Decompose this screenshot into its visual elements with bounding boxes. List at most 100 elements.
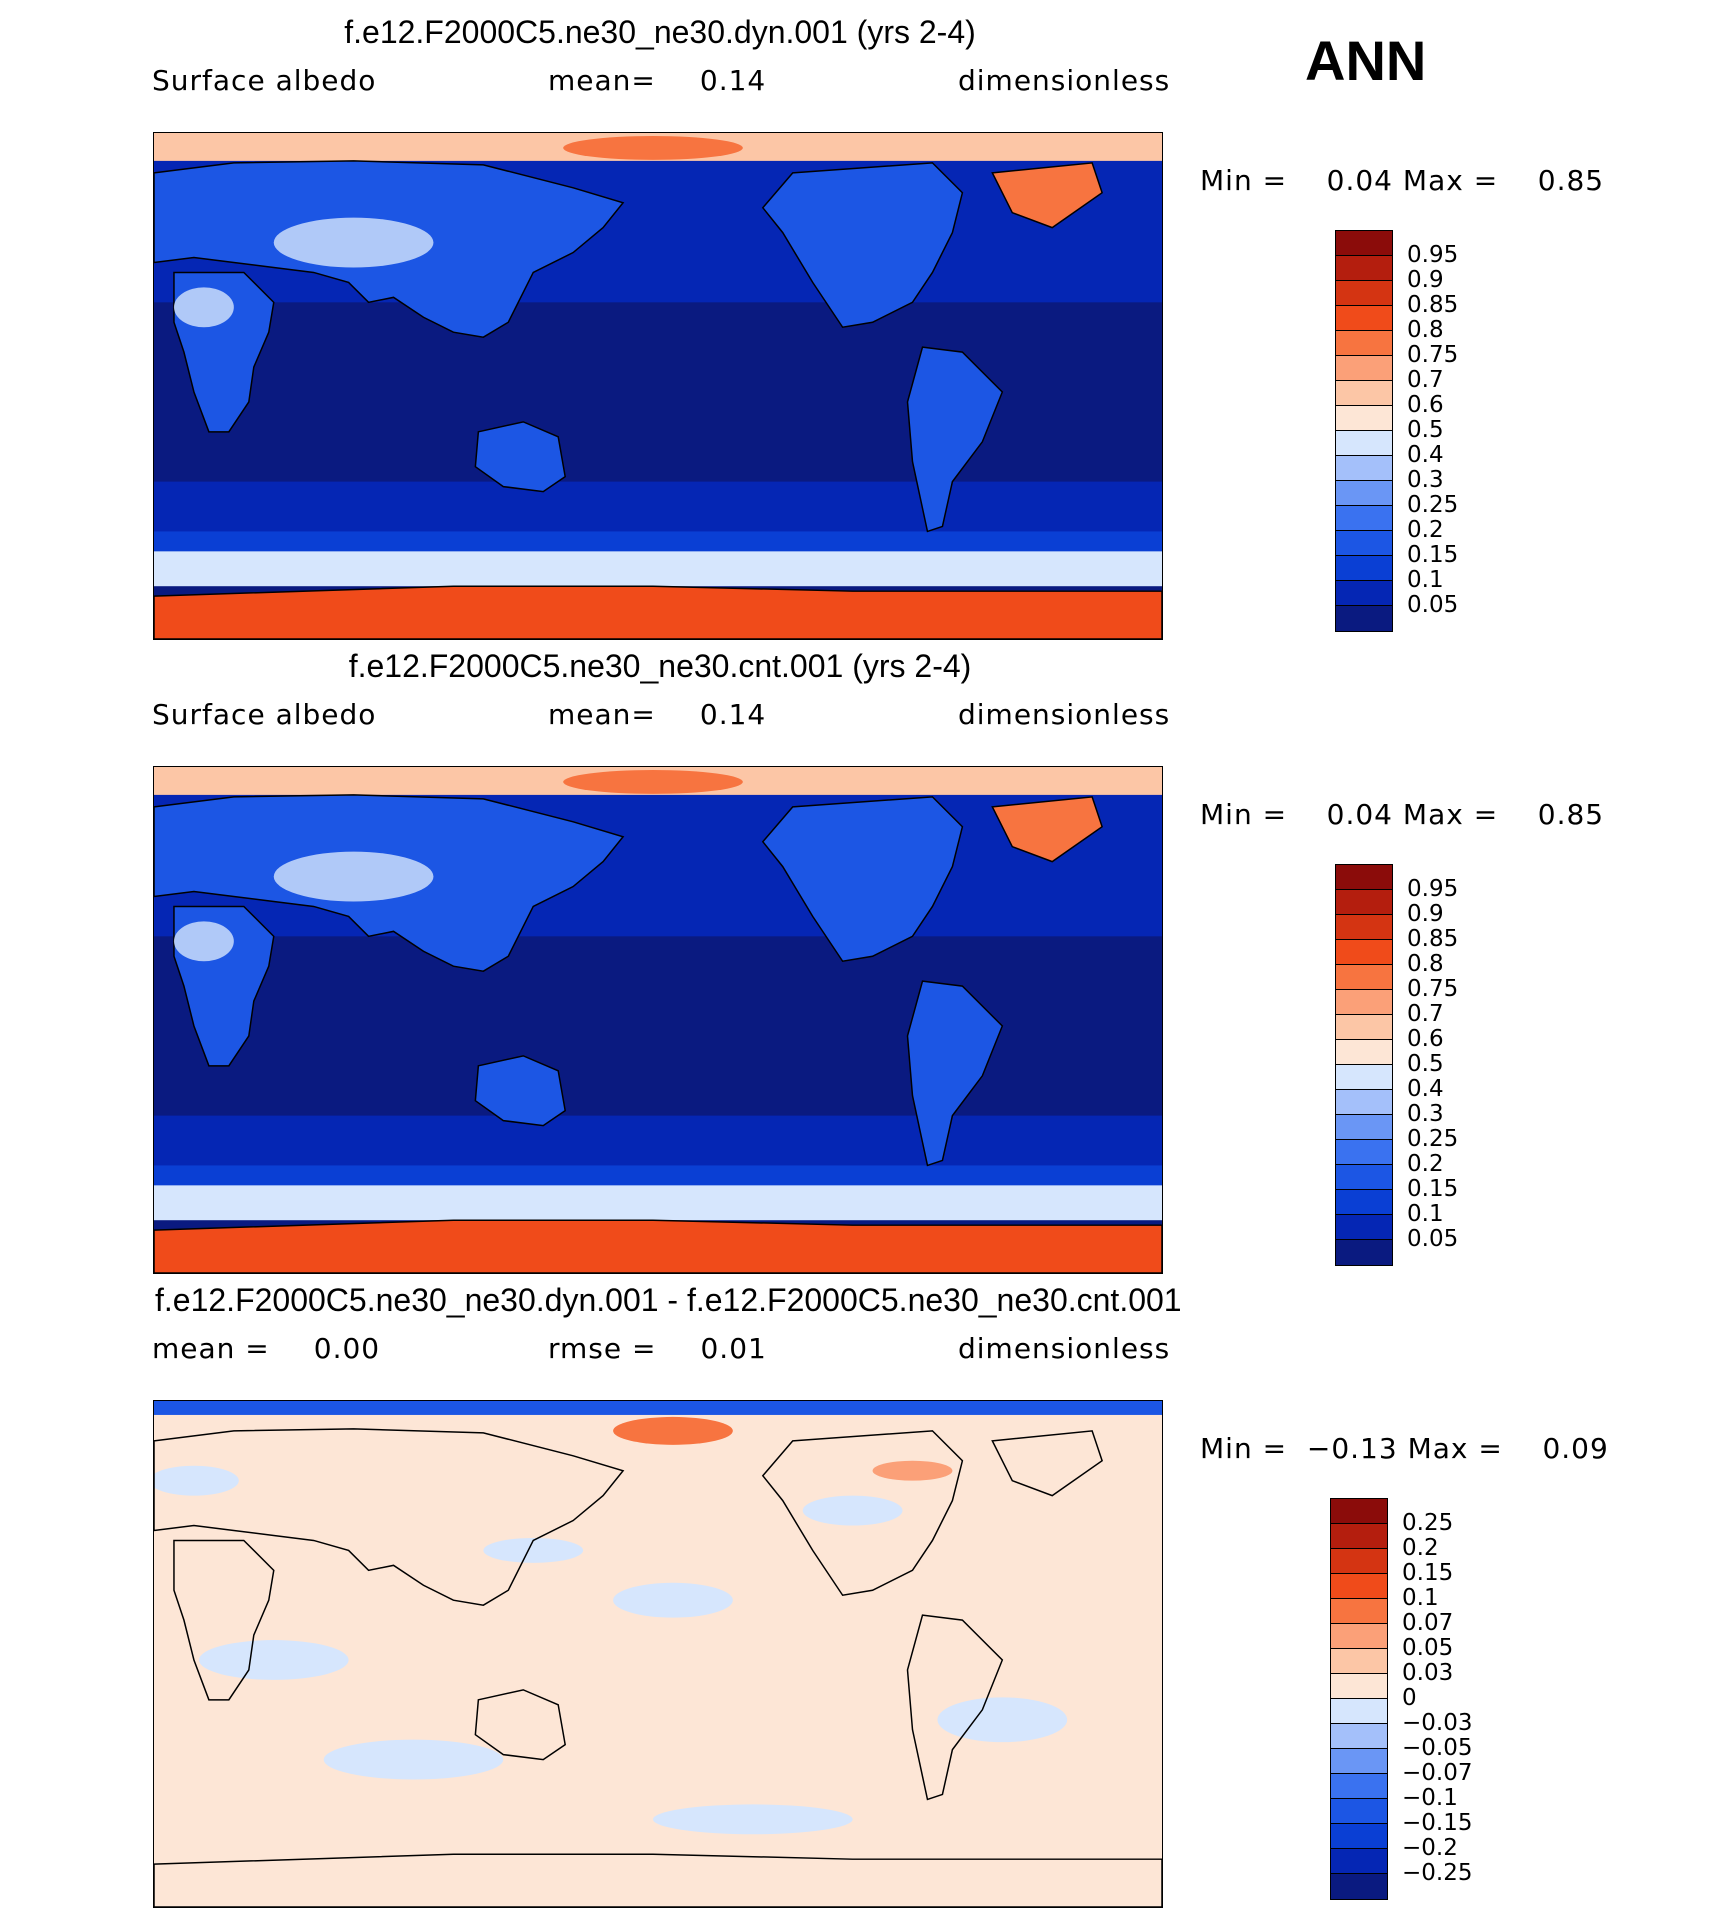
colorbar-tick-label: 0.3 [1407, 467, 1444, 493]
colorbar-tick-label: 0.05 [1402, 1635, 1454, 1661]
colorbar-swatch [1336, 1115, 1392, 1140]
min-max-readout: Min = 0.04 Max = 0.85 [1200, 798, 1604, 831]
max-label: Max = [1407, 1432, 1503, 1465]
land-south-america [906, 346, 1004, 533]
high-albedo-region-asia [273, 217, 434, 268]
colorbar-tick-label: −0.1 [1402, 1785, 1458, 1811]
colorbar-swatch [1331, 1624, 1387, 1649]
slight-negative-region [154, 1465, 239, 1496]
colorbar-swatch [1331, 1824, 1387, 1849]
max-value: 0.85 [1537, 798, 1605, 831]
colorbar-tick-label: 0.7 [1407, 367, 1444, 393]
colorbar-swatch [1336, 481, 1392, 506]
colorbar-swatch [1336, 331, 1392, 356]
coastline-africa [173, 1539, 275, 1701]
slight-negative-region [937, 1697, 1068, 1743]
colorbar-tick-label: 0.1 [1402, 1585, 1439, 1611]
colorbar-tick-label: 0.5 [1407, 1051, 1444, 1077]
colorbar-tick-label: 0.6 [1407, 1026, 1444, 1052]
panel-title: f.e12.F2000C5.ne30_ne30.cnt.001 (yrs 2-4… [348, 648, 972, 684]
units-label: dimensionless [958, 698, 1171, 731]
colorbar-tick-label: 0.1 [1407, 1201, 1444, 1227]
colorbar-tick-label: 0.75 [1407, 342, 1459, 368]
colorbar-swatch [1331, 1849, 1387, 1874]
panel-difference: f.e12.F2000C5.ne30_ne30.dyn.001 - f.e12.… [0, 1282, 1710, 1912]
colorbar-tick-label: −0.25 [1402, 1860, 1473, 1886]
colorbar-tick-label: 0.85 [1407, 292, 1459, 318]
rmse-label: rmse = [548, 1332, 657, 1365]
panel-dyn: f.e12.F2000C5.ne30_ne30.dyn.001 (yrs 2-4… [0, 14, 1710, 644]
colorbar-swatch [1336, 606, 1392, 631]
min-label: Min = [1200, 798, 1288, 831]
colorbar-tick-label: 0.3 [1407, 1101, 1444, 1127]
variable-label: Surface albedo [152, 698, 377, 731]
colorbar-swatch [1336, 256, 1392, 281]
mean-stat: mean= 0.14 [548, 64, 766, 97]
colorbar-tick-label: 0.07 [1402, 1610, 1454, 1636]
mean-value: 0.00 [313, 1332, 381, 1365]
mean-value: 0.14 [699, 698, 767, 731]
colorbar-swatch [1331, 1799, 1387, 1824]
coastline-antarctica [154, 1853, 1162, 1907]
colorbar-tick-label: 0.2 [1407, 517, 1444, 543]
colorbar-swatch [1336, 915, 1392, 940]
land-south-america [906, 980, 1004, 1167]
colorbar-swatch [1336, 1015, 1392, 1040]
land-antarctica [154, 585, 1162, 639]
colorbar-tick-label: 0.2 [1402, 1535, 1439, 1561]
land-north-america [761, 796, 964, 963]
colorbar-tick-label: 0.4 [1407, 442, 1444, 468]
colorbar-tick-label: −0.15 [1402, 1810, 1473, 1836]
slight-negative-region [653, 1804, 853, 1835]
panel-title: f.e12.F2000C5.ne30_ne30.dyn.001 - f.e12.… [155, 1282, 1182, 1318]
colorbar-swatch [1336, 556, 1392, 581]
colorbar-swatch [1336, 1240, 1392, 1265]
land-australia [474, 1055, 567, 1127]
colorbar-tick-label: −0.07 [1402, 1760, 1473, 1786]
land-australia [474, 421, 567, 493]
coastline-australia [474, 1689, 567, 1761]
colorbar-swatch [1336, 231, 1392, 256]
min-value: 0.04 [1326, 798, 1393, 831]
slight-negative-region [802, 1495, 903, 1526]
colorbar-swatch [1331, 1549, 1387, 1574]
coastline-greenland [991, 1430, 1104, 1497]
coastline-north-america [761, 1430, 964, 1597]
colorbar-tick-label: −0.05 [1402, 1735, 1473, 1761]
mean-stat: mean = 0.00 [152, 1332, 380, 1365]
min-value: 0.04 [1326, 164, 1393, 197]
land-north-america [761, 162, 964, 329]
high-albedo-region-sahara [173, 921, 234, 962]
difference-map [153, 1400, 1163, 1908]
colorbar-swatch [1336, 1165, 1392, 1190]
colorbar-tick-label: 0.05 [1407, 592, 1459, 618]
mean-label: mean= [548, 64, 656, 97]
colorbar: 0.25 0.2 0.15 0.1 0.07 0.05 0.03 0 −0.03 −0.05 −0.… [1330, 1498, 1472, 1900]
slight-negative-region [613, 1582, 733, 1618]
colorbar-tick-label: 0.7 [1407, 1001, 1444, 1027]
arctic-increase-region [613, 1416, 733, 1445]
colorbar-tick-label: 0.8 [1407, 317, 1444, 343]
colorbar-swatch [1336, 581, 1392, 606]
colorbar-swatch [1331, 1599, 1387, 1624]
rmse-stat: rmse = 0.01 [548, 1332, 767, 1365]
colorbar-swatch [1336, 1090, 1392, 1115]
colorbar-swatch [1331, 1699, 1387, 1724]
colorbar-swatch [1331, 1649, 1387, 1674]
colorbar-swatches [1335, 864, 1393, 1266]
colorbar-tick-label: 0.15 [1407, 542, 1459, 568]
colorbar-swatch [1331, 1674, 1387, 1699]
colorbar-swatch [1336, 890, 1392, 915]
colorbar-swatch [1336, 281, 1392, 306]
colorbar-tick-label: 0.5 [1407, 417, 1444, 443]
colorbar-tick-label: −0.2 [1402, 1835, 1458, 1861]
min-label: Min = [1200, 1432, 1288, 1465]
colorbar-tick-label: 0.9 [1407, 901, 1444, 927]
slight-negative-region [198, 1640, 349, 1680]
high-albedo-region-arctic [563, 135, 743, 160]
max-value: 0.09 [1542, 1432, 1609, 1465]
variable-label: Surface albedo [152, 64, 377, 97]
colorbar-swatch [1336, 990, 1392, 1015]
albedo-map [153, 766, 1163, 1274]
rmse-value: 0.01 [700, 1332, 767, 1365]
